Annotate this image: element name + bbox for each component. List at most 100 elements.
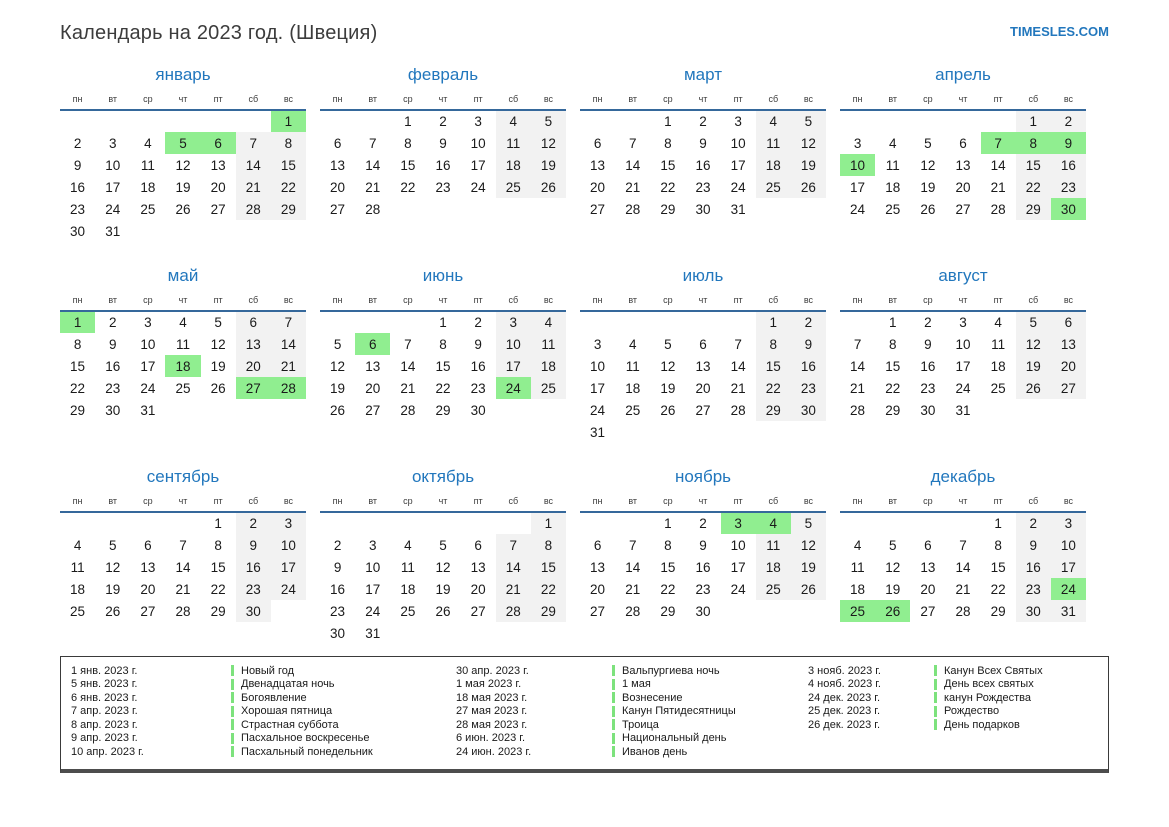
- weekday-header: вт: [888, 295, 898, 305]
- day-cell: 11: [850, 559, 865, 575]
- day-cell: 29: [210, 603, 226, 619]
- empty-cell: [840, 311, 875, 333]
- week-row: 12 13 14 15 16 17 18: [320, 355, 566, 377]
- day-cell: 30: [1015, 600, 1051, 622]
- day-cell: 19: [210, 358, 226, 374]
- day-cell: 25: [495, 176, 531, 198]
- day-cell: 31: [365, 625, 381, 641]
- day-cell: 6: [144, 537, 152, 553]
- week-row: 20 21 22 23 24 25 26: [580, 578, 826, 600]
- day-cell: 4: [853, 537, 862, 553]
- day-cell: 11: [885, 157, 900, 173]
- weekday-header: пн: [852, 94, 863, 104]
- legend-holiday-name: Двенадцатая ночь: [241, 678, 335, 691]
- weekday-header: сб: [508, 295, 519, 305]
- day-cell: 5: [790, 110, 826, 132]
- weekday-header: пт: [213, 496, 223, 506]
- month-days: 1 2 3 4 5 6 7 8 9 10 11 12 13 14 15 16 17 18 19 20 21 22 23 24 2…: [60, 110, 306, 242]
- weekday-header: пт: [473, 496, 483, 506]
- day-cell: 28: [850, 402, 866, 418]
- day-cell: 26: [660, 402, 676, 418]
- day-cell: 11: [755, 132, 791, 154]
- day-cell: 9: [235, 534, 271, 556]
- weekday-header: пт: [473, 295, 483, 305]
- empty-cell: [165, 110, 200, 132]
- day-cell: 16: [920, 358, 936, 374]
- weekday-headers: пн вт ср чт пт сб вс: [320, 94, 566, 110]
- empty-cell: [355, 512, 390, 534]
- week-row: 17 18 19 20 21 22 23: [580, 377, 826, 399]
- day-cell: 4: [755, 110, 791, 132]
- weekday-header: ср: [923, 295, 933, 305]
- weekday-header: вт: [368, 496, 378, 506]
- weekday-header: пт: [993, 94, 1003, 104]
- day-cell: 15: [210, 559, 226, 575]
- holiday-marker-icon: [612, 719, 615, 731]
- weekday-header: вт: [888, 94, 898, 104]
- day-cell: 24: [1050, 578, 1086, 600]
- day-cell: 23: [1015, 578, 1051, 600]
- weekday-header-row: пн вт ср чт пт сб вс: [840, 295, 1086, 311]
- day-cell: 3: [474, 114, 482, 129]
- weekday-header: ср: [663, 94, 673, 104]
- empty-cell: [1016, 399, 1051, 421]
- day-cell: 11: [755, 534, 791, 556]
- legend-holiday-name: Вознесение: [622, 691, 683, 704]
- day-cell: 14: [730, 358, 746, 374]
- week-row: 24 25 26 27 28 29 30: [840, 198, 1086, 220]
- day-cell: 30: [330, 625, 346, 641]
- day-cell: 14: [400, 358, 416, 374]
- day-cell: 3: [734, 114, 742, 129]
- weekday-header: пт: [213, 94, 223, 104]
- empty-cell: [615, 512, 650, 534]
- week-row: 23 24 25 26 27 28 29: [320, 600, 566, 622]
- month-grid: пн вт ср чт пт сб вс 1 2 3 4 5 6 7 8 9 10 11 12 13 14 15 16 17 1…: [320, 94, 566, 220]
- empty-cell: [650, 421, 685, 443]
- day-cell: 15: [990, 559, 1006, 575]
- day-cell: 6: [235, 311, 271, 333]
- site-link[interactable]: TIMESLES.COM: [1010, 24, 1109, 39]
- weekday-header: пн: [332, 295, 343, 305]
- week-row: 17 18 19 20 21 22 23: [840, 176, 1086, 198]
- day-cell: 10: [1050, 534, 1086, 556]
- weekday-headers: пн вт ср чт пт сб вс: [60, 295, 306, 311]
- empty-cell: [271, 399, 306, 421]
- day-cell: 5: [790, 512, 826, 534]
- day-cell: 16: [330, 581, 346, 597]
- weekday-header: вт: [108, 496, 118, 506]
- day-cell: 28: [625, 201, 641, 217]
- day-cell: 4: [628, 336, 637, 352]
- legend-date: 6 июн. 2023 г.: [456, 732, 526, 745]
- day-cell: 3: [1050, 512, 1086, 534]
- legend-entry: 26 дек. 2023 г. День подарков: [808, 718, 1098, 732]
- month-title: ноябрь: [674, 467, 732, 486]
- day-cell: 2: [73, 135, 82, 151]
- empty-cell: [60, 110, 95, 132]
- day-cell: 11: [70, 559, 85, 575]
- day-cell: 12: [105, 559, 121, 575]
- empty-cell: [615, 421, 650, 443]
- weekday-header: пт: [473, 94, 483, 104]
- day-cell: 10: [590, 358, 606, 374]
- weekday-header: вт: [108, 94, 118, 104]
- day-cell: 9: [924, 336, 932, 352]
- day-cell: 23: [695, 179, 711, 195]
- week-row: 13 14 15 16 17 18 19: [580, 556, 826, 578]
- weekday-header: сб: [508, 496, 519, 506]
- weekday-header: сб: [248, 94, 259, 104]
- weekday-header: сб: [1028, 295, 1039, 305]
- empty-cell: [1051, 399, 1086, 421]
- day-cell: 5: [165, 132, 201, 154]
- day-cell: 27: [235, 377, 271, 399]
- weekday-header: пн: [332, 496, 343, 506]
- day-cell: 29: [70, 402, 86, 418]
- day-cell: 18: [885, 179, 901, 195]
- day-cell: 14: [625, 157, 641, 173]
- empty-cell: [580, 110, 615, 132]
- holiday-marker-icon: [934, 719, 937, 731]
- weekday-header: вс: [543, 295, 554, 305]
- day-cell: 21: [365, 179, 381, 195]
- day-cell: 28: [400, 402, 416, 418]
- day-cell: 6: [593, 135, 602, 151]
